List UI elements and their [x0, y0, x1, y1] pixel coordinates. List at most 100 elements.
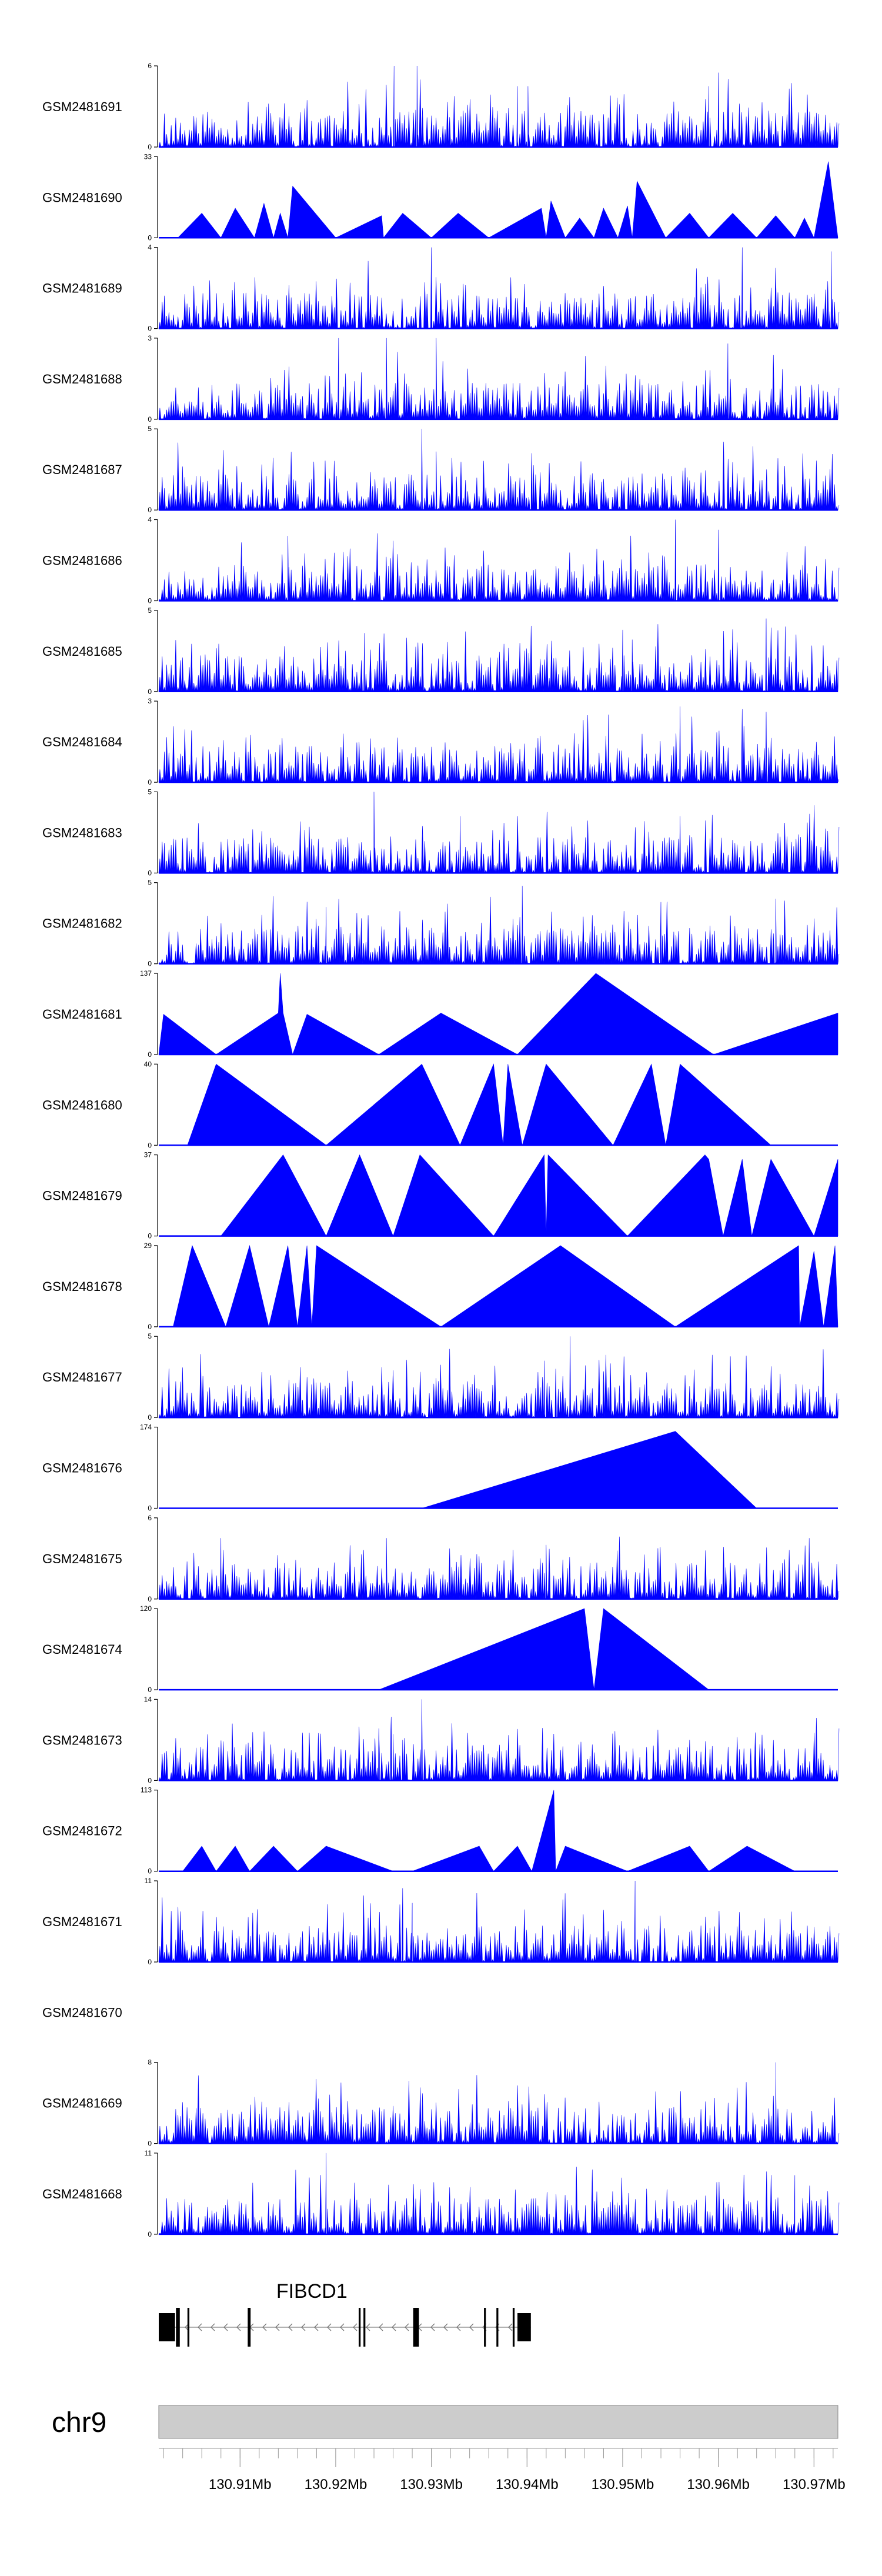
genome-axis: 130.91Mb 130.92Mb 130.93Mb 130.94Mb 130.95Mb…	[159, 2448, 846, 2492]
track-label: GSM2481670	[42, 2005, 122, 2020]
signal-area	[158, 2062, 840, 2144]
signal-area	[158, 1536, 840, 1600]
y-min-label: 0	[148, 1776, 152, 1784]
strand-arrow	[405, 2323, 409, 2331]
y-max-label: 29	[144, 1242, 152, 1250]
signal-area	[159, 1431, 838, 1509]
ideogram-track: chr9	[52, 2405, 838, 2439]
y-max-label: 33	[144, 152, 152, 161]
strand-arrow	[340, 2323, 345, 2331]
strand-arrow	[379, 2323, 383, 2331]
y-axis: 40	[148, 243, 158, 333]
strand-arrow	[443, 2323, 448, 2331]
track-label: GSM2481676	[42, 1461, 122, 1476]
signal-area	[158, 706, 840, 783]
axis-tick-label: 130.96Mb	[687, 2477, 750, 2492]
track-label: GSM2481673	[42, 1733, 122, 1747]
track-gsm2481687: GSM2481687 50	[42, 425, 840, 514]
track-label: GSM2481681	[42, 1007, 122, 1022]
strand-arrow	[430, 2323, 435, 2331]
strand-arrow	[275, 2323, 280, 2331]
signal-area	[159, 161, 838, 239]
y-min-label: 0	[148, 506, 152, 514]
gene-exon	[187, 2308, 190, 2347]
strand-arrow	[456, 2323, 461, 2331]
axis-tick-label: 130.97Mb	[783, 2477, 846, 2492]
track-gsm2481671: GSM2481671 11 0	[42, 1877, 840, 1966]
track-label: GSM2481688	[42, 372, 122, 386]
y-min-label: 0	[148, 1323, 152, 1331]
track-label: GSM2481689	[42, 281, 122, 296]
gene-exon	[159, 2313, 175, 2341]
signal-area	[158, 247, 840, 329]
y-max-label: 5	[148, 788, 152, 796]
y-axis: 40	[148, 516, 158, 605]
y-min-label: 0	[148, 960, 152, 968]
strand-arrow	[353, 2323, 358, 2331]
track-gsm2481679: GSM2481679 37 0	[42, 1151, 838, 1240]
strand-arrow	[236, 2323, 241, 2331]
y-min-label: 0	[148, 1413, 152, 1422]
y-min-label: 0	[148, 1141, 152, 1149]
signal-area	[187, 1063, 771, 1146]
y-min-label: 0	[148, 143, 152, 151]
y-max-label: 5	[148, 1332, 152, 1340]
signal-area	[220, 1154, 838, 1237]
track-gsm2481670: GSM2481670	[42, 2005, 122, 2020]
strand-arrow	[314, 2323, 319, 2331]
y-min-label: 0	[148, 1595, 152, 1603]
strand-arrow	[301, 2323, 306, 2331]
y-axis: 50	[148, 425, 158, 514]
track-gsm2481681: GSM2481681 137 0	[42, 969, 838, 1059]
y-max-label: 5	[148, 879, 152, 887]
y-axis: 80	[148, 2058, 158, 2148]
track-label: GSM2481677	[42, 1370, 122, 1384]
gene-exon	[413, 2308, 419, 2347]
signal-tracks: GSM248169160GSM2481690330GSM248168940GSM…	[42, 62, 840, 2238]
y-max-label: 4	[148, 243, 152, 252]
strand-arrow	[223, 2323, 228, 2331]
strand-arrow	[327, 2323, 332, 2331]
y-max-label: 4	[148, 516, 152, 524]
track-gsm2481669: GSM2481669 80	[42, 2058, 840, 2148]
signal-area	[158, 429, 840, 511]
track-label: GSM2481691	[42, 99, 122, 114]
track-label: GSM2481674	[42, 1642, 122, 1657]
signal-area	[173, 1244, 838, 1327]
signal-area	[158, 973, 838, 1056]
track-gsm2481668: GSM2481668 11 0	[42, 2149, 840, 2238]
y-min-label: 0	[148, 1958, 152, 1966]
y-axis: 40 0	[144, 1060, 158, 1149]
gene-exon	[484, 2308, 486, 2347]
track-label: GSM2481678	[42, 1279, 122, 1294]
y-axis: 50	[148, 879, 158, 968]
track-label: GSM2481669	[42, 2096, 122, 2111]
track-label: GSM2481672	[42, 1824, 122, 1838]
axis-tick-label: 130.91Mb	[209, 2477, 272, 2492]
y-axis: 50	[148, 1332, 158, 1422]
strand-arrow	[288, 2323, 293, 2331]
chromosome-band	[158, 2405, 838, 2439]
y-max-label: 6	[148, 1514, 152, 1522]
y-min-label: 0	[148, 869, 152, 877]
strand-arrow	[392, 2323, 396, 2331]
strand-arrow	[508, 2323, 513, 2331]
track-label: GSM2481687	[42, 462, 122, 477]
y-axis: 30	[148, 697, 158, 786]
y-min-label: 0	[148, 1232, 152, 1240]
y-max-label: 11	[145, 1877, 152, 1885]
y-max-label: 3	[148, 334, 152, 342]
axis-tick-label: 130.95Mb	[592, 2477, 654, 2492]
y-axis: 14 0	[144, 1695, 158, 1784]
track-label: GSM2481685	[42, 644, 122, 659]
signal-area	[158, 519, 840, 602]
y-max-label: 37	[144, 1151, 152, 1159]
track-label: GSM2481680	[42, 1097, 122, 1112]
